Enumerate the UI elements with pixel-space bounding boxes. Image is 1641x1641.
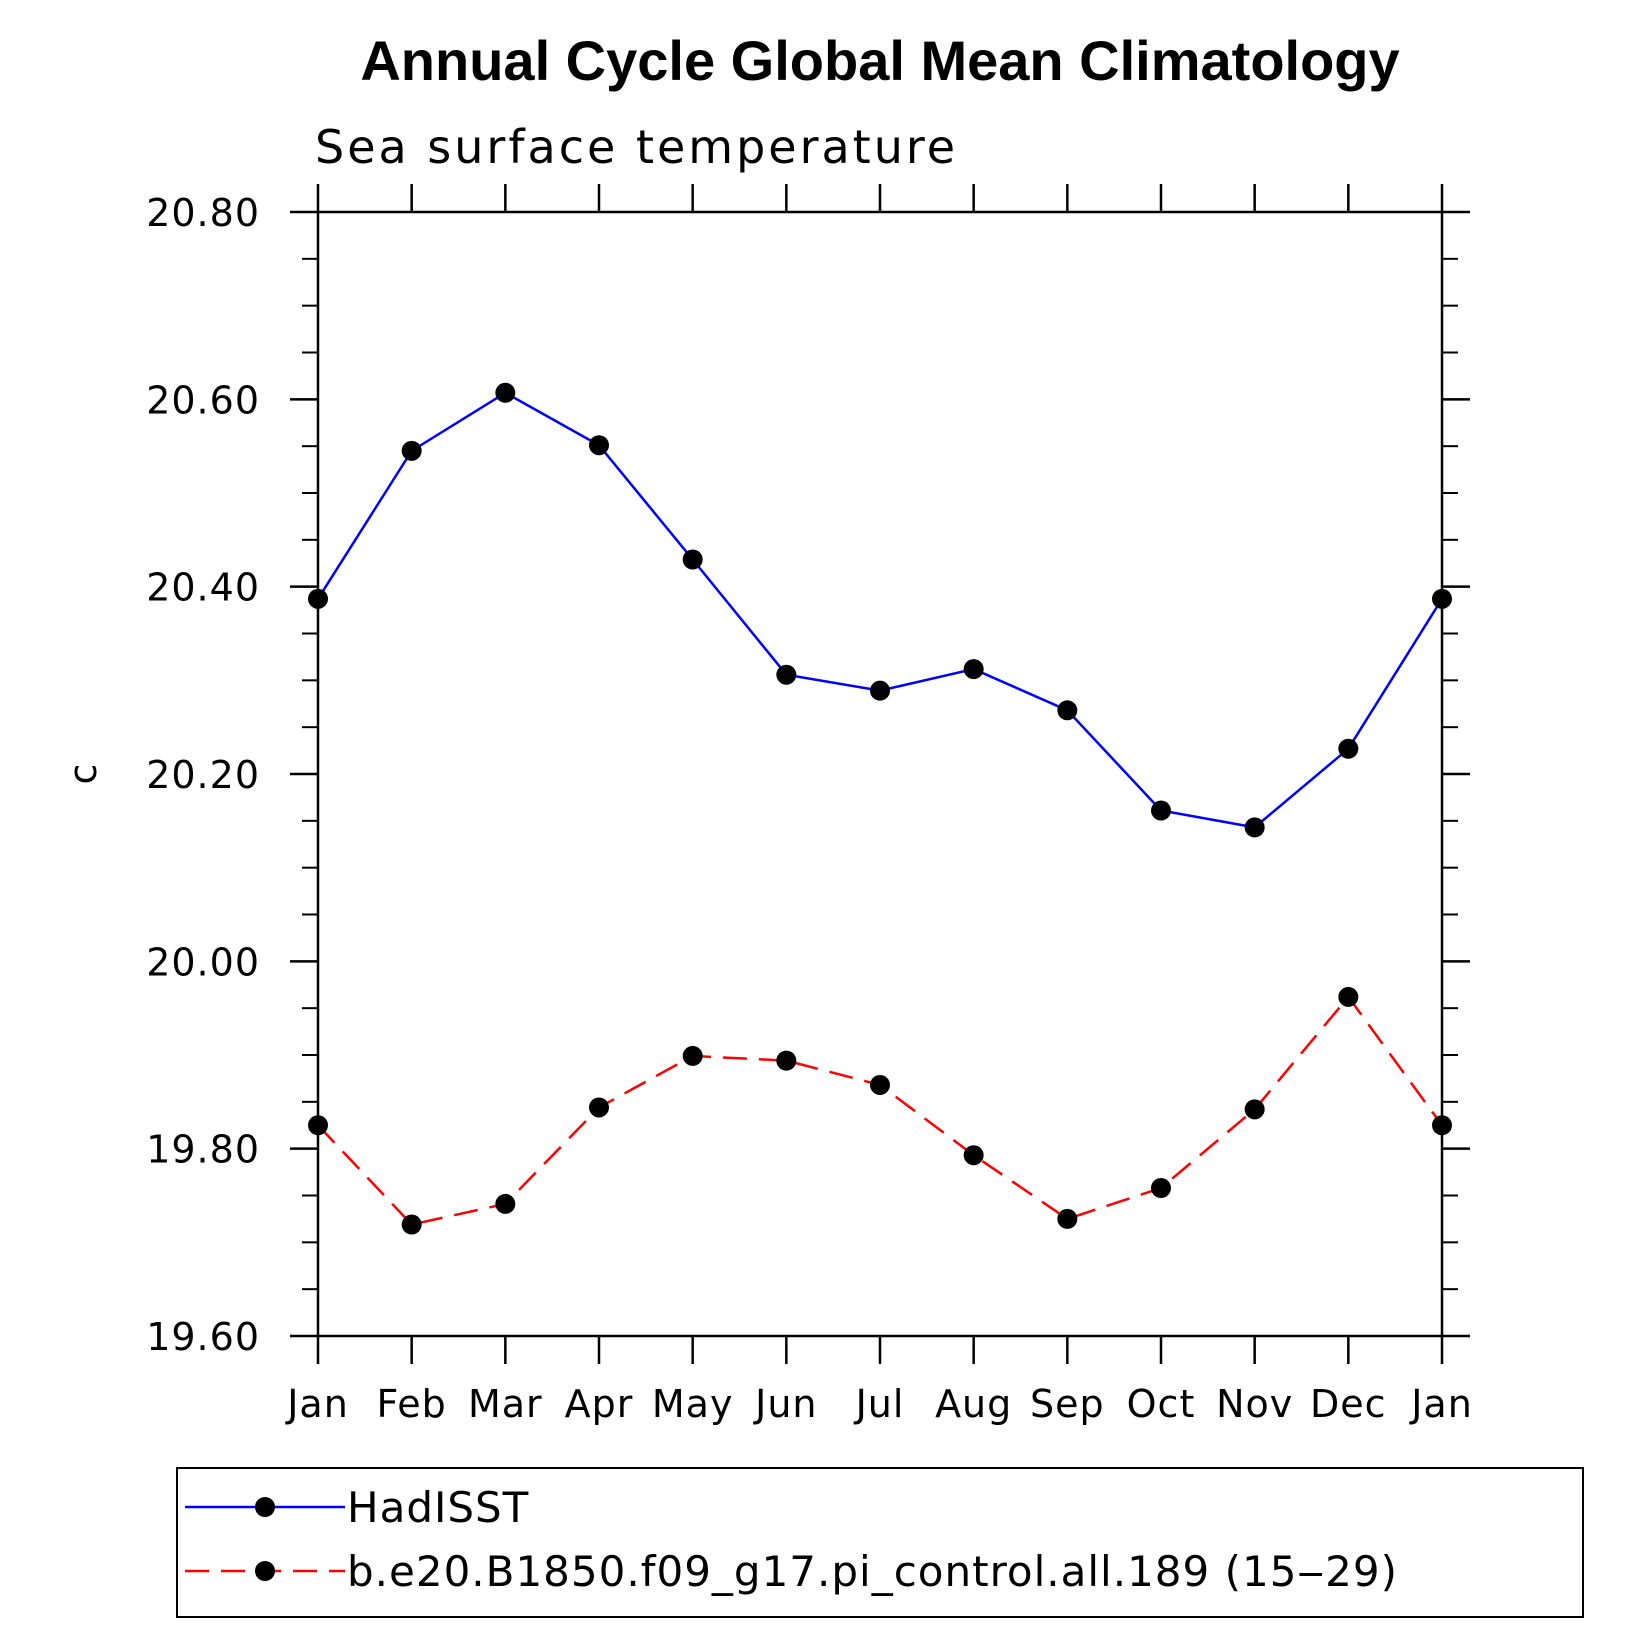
series-1-point <box>1057 700 1078 721</box>
x-tick-label: Jan <box>1409 1382 1473 1426</box>
series-2-line <box>317 994 1444 1226</box>
y-axis-label: c <box>61 764 105 785</box>
x-tick-label: Jul <box>854 1382 905 1426</box>
series-2-point <box>1151 1178 1171 1199</box>
series-2-point <box>963 1145 984 1166</box>
legend-entry-2: b.e20.B1850.f09_g17.pi_control.all.189 (… <box>185 1547 1398 1596</box>
series-2 <box>308 986 1452 1235</box>
series-1-point <box>1151 800 1171 821</box>
y-tick-labels: 19.60 19.80 20.00 20.20 20.40 20.60 20.80 <box>146 191 260 1359</box>
series-2-point <box>1432 1115 1452 1136</box>
series-1-point <box>776 664 797 685</box>
series-2-point <box>495 1193 516 1214</box>
series-1-point <box>1432 588 1452 609</box>
series-2-point <box>1338 986 1359 1007</box>
y-tick-label: 20.80 <box>146 191 260 235</box>
series-1-point <box>682 549 703 570</box>
legend-box <box>176 1467 1584 1618</box>
plot-frame <box>316 210 1444 1338</box>
x-tick-label: Jun <box>753 1382 817 1426</box>
x-tick-labels: Jan Feb Mar Apr May Jun Jul Aug Sep Oct Nov Dec Jan <box>285 1382 1473 1426</box>
x-tick-label: Dec <box>1310 1382 1387 1426</box>
legend: HadISST b.e20.B1850.f09_g17.pi_control.al… <box>185 1483 1398 1596</box>
y-tick-label: 20.20 <box>146 753 260 797</box>
series-2-point <box>1057 1208 1078 1229</box>
x-tick-label: Mar <box>468 1382 543 1426</box>
y-tick-label: 19.80 <box>146 1128 260 1172</box>
x-tick-label: Aug <box>935 1382 1012 1426</box>
series-2-point <box>401 1214 422 1235</box>
series-1-point <box>1338 738 1359 759</box>
y-tick-label: 20.60 <box>146 378 260 422</box>
series-1-point <box>495 382 516 403</box>
legend-label: b.e20.B1850.f09_g17.pi_control.all.189 (… <box>347 1547 1398 1596</box>
y-tick-label: 19.60 <box>146 1315 260 1359</box>
legend-entry-1: HadISST <box>185 1483 529 1532</box>
x-tick-label: Feb <box>377 1382 447 1426</box>
legend-swatch-marker <box>255 1497 275 1517</box>
series-1-line <box>316 391 1444 829</box>
series-1-point <box>1244 817 1265 838</box>
axis-ticks <box>290 184 1470 1364</box>
x-tick-label: Apr <box>565 1382 634 1426</box>
series-2-point <box>870 1074 890 1095</box>
x-tick-label: Sep <box>1030 1382 1105 1426</box>
series-1 <box>308 382 1452 838</box>
series-2-point <box>776 1050 797 1071</box>
series-2-point <box>682 1045 703 1066</box>
series-layer <box>308 382 1452 1235</box>
series-2-point <box>308 1115 328 1136</box>
series-1-point <box>870 680 890 701</box>
x-tick-label: Jan <box>285 1382 349 1426</box>
chart-title: Annual Cycle Global Mean Climatology <box>360 29 1399 92</box>
x-tick-label: Nov <box>1216 1382 1293 1426</box>
legend-swatch-marker <box>255 1561 275 1581</box>
y-tick-label: 20.00 <box>146 940 260 984</box>
series-2-point <box>589 1097 609 1118</box>
series-1-point <box>589 435 609 456</box>
legend-label: HadISST <box>347 1483 529 1532</box>
y-tick-label: 20.40 <box>146 566 260 610</box>
x-tick-label: Oct <box>1127 1382 1196 1426</box>
series-1-point <box>963 659 984 680</box>
chart-subtitle: Sea surface temperature <box>315 120 958 174</box>
series-1-point <box>308 588 328 609</box>
x-tick-label: May <box>652 1382 734 1426</box>
series-2-point <box>1244 1099 1265 1120</box>
series-1-point <box>401 440 422 461</box>
